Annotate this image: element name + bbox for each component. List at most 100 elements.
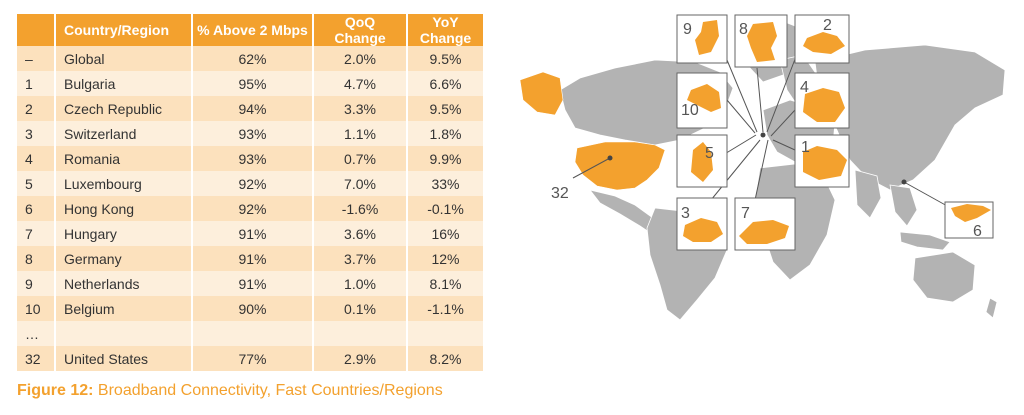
- table-row: 7 Hungary 91% 3.6% 16%: [17, 221, 485, 246]
- cell-yoy-change: -0.1%: [407, 196, 485, 221]
- cell-above-2mbps: [192, 321, 314, 346]
- cell-rank: 32: [17, 346, 56, 371]
- caption-text: Broadband Connectivity, Fast Countries/R…: [93, 382, 443, 399]
- table-row: 4 Romania 93% 0.7% 9.9%: [17, 146, 485, 171]
- label-6: 6: [973, 223, 982, 240]
- cell-country: Global: [55, 46, 193, 71]
- cell-rank: 9: [17, 271, 56, 296]
- table-header-row: Country/Region % Above 2 Mbps QoQ Change…: [17, 14, 485, 46]
- netherlands-shape: [695, 20, 719, 55]
- cell-rank: 1: [17, 71, 56, 96]
- cell-yoy-change: 9.5%: [407, 96, 485, 121]
- label-8: 8: [739, 21, 748, 38]
- cell-country: [55, 321, 193, 346]
- cell-yoy-change: 8.1%: [407, 271, 485, 296]
- cell-rank: …: [17, 321, 56, 346]
- europe-dot: [760, 132, 766, 138]
- cell-qoq-change: 1.1%: [313, 121, 408, 146]
- hungary-shape: [739, 220, 789, 244]
- alaska-shape: [519, 71, 564, 116]
- cell-qoq-change: -1.6%: [313, 196, 408, 221]
- cell-yoy-change: 33%: [407, 171, 485, 196]
- figure-caption: Figure 12: Broadband Connectivity, Fast …: [17, 382, 443, 400]
- caption-label: Figure 12:: [17, 382, 94, 399]
- header-country: Country/Region: [55, 14, 193, 46]
- hong-kong-dot: [901, 179, 907, 185]
- cell-yoy-change: 8.2%: [407, 346, 485, 371]
- cell-above-2mbps: 92%: [192, 171, 314, 196]
- label-7: 7: [741, 205, 750, 222]
- cell-rank: 6: [17, 196, 56, 221]
- southeast-asia-shape: [889, 184, 918, 227]
- table-row: 2 Czech Republic 94% 3.3% 9.5%: [17, 96, 485, 121]
- cell-yoy-change: 9.9%: [407, 146, 485, 171]
- cell-yoy-change: 12%: [407, 246, 485, 271]
- cell-above-2mbps: 62%: [192, 46, 314, 71]
- cell-country: Belgium: [55, 296, 193, 321]
- cell-qoq-change: 1.0%: [313, 271, 408, 296]
- leader-line-7: [754, 139, 769, 201]
- usa-dot: [607, 155, 613, 161]
- cell-qoq-change: 0.7%: [313, 146, 408, 171]
- cell-above-2mbps: 93%: [192, 146, 314, 171]
- label-32: 32: [551, 185, 569, 202]
- cell-country: Bulgaria: [55, 71, 193, 96]
- cell-qoq-change: 4.7%: [313, 71, 408, 96]
- cell-country: Netherlands: [55, 271, 193, 296]
- cell-country: Hungary: [55, 221, 193, 246]
- cell-above-2mbps: 94%: [192, 96, 314, 121]
- cell-rank: 7: [17, 221, 56, 246]
- header-above-2mbps: % Above 2 Mbps: [192, 14, 314, 46]
- table-row: – Global 62% 2.0% 9.5%: [17, 46, 485, 71]
- bulgaria-shape: [803, 146, 847, 180]
- connectivity-table: Country/Region % Above 2 Mbps QoQ Change…: [17, 14, 485, 371]
- australia-shape: [912, 251, 976, 303]
- belgium-shape: [687, 84, 721, 112]
- leader-line-10: [726, 99, 756, 134]
- label-10: 10: [681, 102, 699, 119]
- cell-above-2mbps: 95%: [192, 71, 314, 96]
- label-2: 2: [823, 17, 832, 34]
- table-row: …: [17, 321, 485, 346]
- cell-qoq-change: 3.7%: [313, 246, 408, 271]
- label-3: 3: [681, 205, 690, 222]
- leader-line-4: [770, 109, 796, 137]
- leader-line-3: [710, 139, 761, 201]
- cell-rank: 8: [17, 246, 56, 271]
- india-shape: [854, 169, 882, 219]
- header-yoy-change: YoY Change: [407, 14, 485, 46]
- germany-shape: [747, 22, 777, 62]
- cell-yoy-change: -1.1%: [407, 296, 485, 321]
- indonesia-shape: [899, 231, 951, 251]
- header-qoq-change: QoQ Change: [313, 14, 408, 46]
- table-row: 5 Luxembourg 92% 7.0% 33%: [17, 171, 485, 196]
- cell-above-2mbps: 77%: [192, 346, 314, 371]
- leader-line-2: [766, 53, 798, 133]
- cell-above-2mbps: 91%: [192, 221, 314, 246]
- cell-qoq-change: 2.0%: [313, 46, 408, 71]
- cell-country: Romania: [55, 146, 193, 171]
- table-row: 8 Germany 91% 3.7% 12%: [17, 246, 485, 271]
- luxembourg-shape: [691, 142, 713, 182]
- usa-shape: [574, 141, 666, 191]
- cell-rank: 2: [17, 96, 56, 121]
- label-9: 9: [683, 21, 692, 38]
- cell-above-2mbps: 92%: [192, 196, 314, 221]
- cell-country: Germany: [55, 246, 193, 271]
- cell-country: Switzerland: [55, 121, 193, 146]
- cell-yoy-change: 1.8%: [407, 121, 485, 146]
- leader-line-1: [772, 139, 796, 151]
- cell-yoy-change: 16%: [407, 221, 485, 246]
- hong-kong-shape: [951, 204, 991, 222]
- table-row: 32 United States 77% 2.9% 8.2%: [17, 346, 485, 371]
- label-1: 1: [801, 139, 810, 156]
- cell-yoy-change: 6.6%: [407, 71, 485, 96]
- table-row: 10 Belgium 90% 0.1% -1.1%: [17, 296, 485, 321]
- world-map: 9 8 2 10 4 5 1 3 7 6 32: [519, 14, 1006, 321]
- header-rank: [17, 14, 56, 46]
- cell-rank: 10: [17, 296, 56, 321]
- cell-country: Hong Kong: [55, 196, 193, 221]
- label-5: 5: [705, 145, 714, 162]
- label-4: 4: [800, 79, 809, 96]
- cell-rank: 5: [17, 171, 56, 196]
